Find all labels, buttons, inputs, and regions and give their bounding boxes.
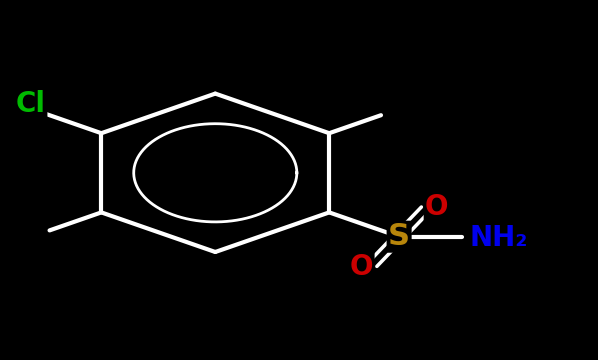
Text: O: O: [425, 193, 448, 221]
Text: NH₂: NH₂: [469, 225, 527, 252]
Text: S: S: [388, 222, 410, 251]
Text: O: O: [350, 253, 373, 280]
Text: Cl: Cl: [16, 90, 46, 118]
